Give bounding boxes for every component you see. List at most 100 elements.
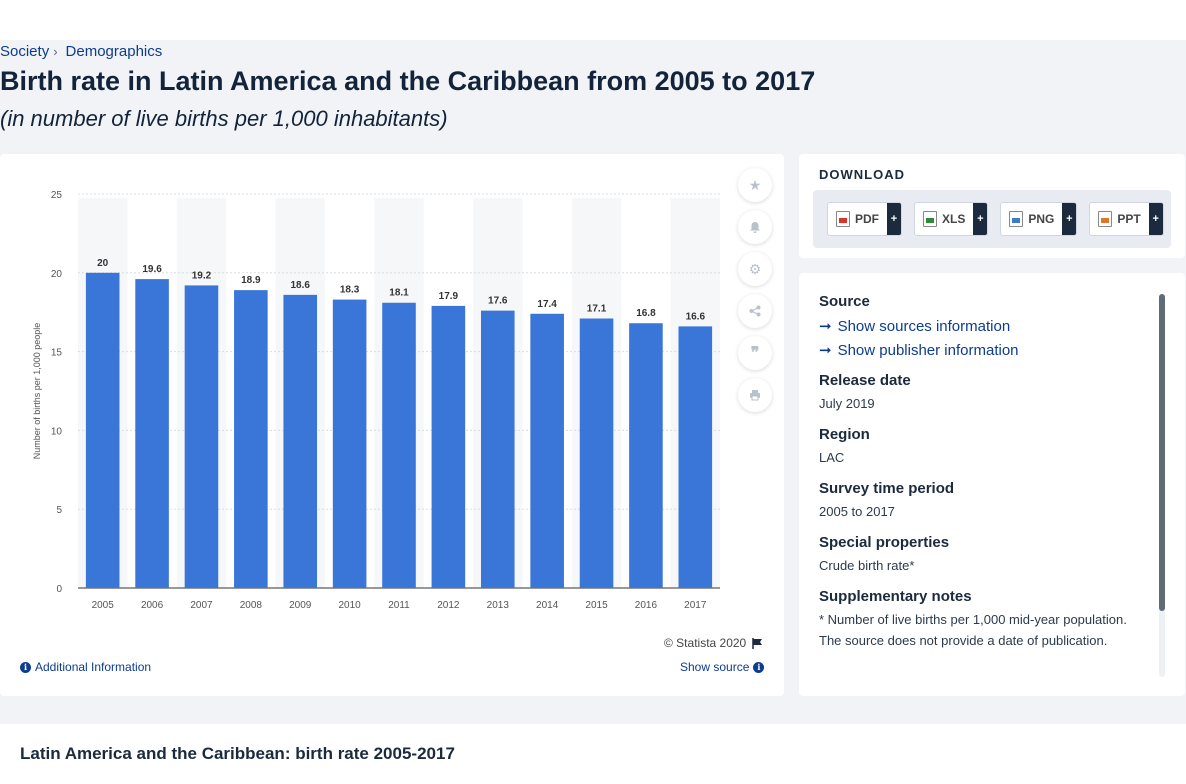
additional-info-link[interactable]: i Additional Information	[20, 660, 151, 674]
source-label: Source	[819, 293, 870, 310]
pdf-file-icon	[836, 211, 850, 227]
x-tick-label: 2011	[388, 600, 410, 611]
breadcrumb-demographics[interactable]: Demographics	[65, 43, 163, 60]
survey-period-label: Survey time period	[819, 480, 955, 497]
release-date-value: July 2019	[819, 396, 875, 411]
x-tick-label: 2010	[338, 600, 361, 611]
breadcrumb-society[interactable]: Society	[0, 43, 50, 60]
y-tick-label: 10	[51, 426, 63, 437]
share-icon[interactable]	[738, 294, 772, 328]
bar	[332, 299, 367, 588]
show-source-link[interactable]: Show source i	[680, 660, 765, 674]
supplementary-notes-value-1: * Number of live births per 1,000 mid-ye…	[819, 612, 1127, 627]
bar	[530, 313, 564, 588]
download-tray: PDF + XLS + PNG + PPT +	[813, 190, 1171, 248]
show-sources-link[interactable]: ➞ Show sources information	[819, 314, 1149, 338]
ppt-file-icon	[1098, 211, 1113, 227]
supplementary-notes-label: Supplementary notes	[819, 588, 972, 605]
bar	[431, 305, 466, 588]
plus-icon: +	[973, 203, 988, 235]
png-label: PNG	[1028, 212, 1055, 226]
x-tick-label: 2015	[585, 600, 608, 611]
show-publisher-label: Show publisher information	[837, 341, 1019, 359]
additional-info-label: Additional Information	[35, 660, 152, 674]
survey-period-value: 2005 to 2017	[819, 504, 895, 519]
show-sources-label: Show sources information	[837, 317, 1011, 335]
x-tick-label: 2012	[437, 600, 460, 611]
scrollbar[interactable]	[1159, 294, 1165, 611]
data-label: 18.1	[389, 288, 409, 299]
supplementary-notes-value-2: The source does not provide a date of pu…	[819, 633, 1108, 648]
data-label: 18.3	[340, 285, 360, 296]
arrow-right-icon: ➞	[819, 318, 832, 335]
breadcrumb: Society › Demographics	[0, 43, 162, 60]
print-icon[interactable]	[738, 378, 772, 412]
y-tick-label: 25	[51, 190, 63, 201]
copyright: © Statista 2020	[664, 636, 763, 650]
plus-icon: +	[1148, 203, 1163, 235]
copyright-text: © Statista 2020	[664, 636, 747, 650]
bar	[184, 285, 219, 588]
y-axis-label: Number of births per 1,000 people	[32, 323, 42, 460]
star-icon[interactable]: ★	[738, 168, 772, 202]
ppt-label: PPT	[1117, 212, 1141, 226]
info-content: Source ➞ Show sources information ➞ Show…	[819, 293, 1149, 663]
bar	[579, 318, 614, 588]
data-label: 16.6	[686, 311, 706, 322]
chevron-right-icon: ›	[53, 44, 58, 59]
download-ppt-button[interactable]: PPT +	[1089, 202, 1164, 236]
top-bar	[0, 0, 1186, 40]
x-tick-label: 2007	[190, 600, 213, 611]
download-xls-button[interactable]: XLS +	[914, 202, 989, 236]
arrow-right-icon: ➞	[819, 342, 832, 359]
bar	[85, 272, 120, 588]
bell-icon[interactable]	[738, 210, 772, 244]
plus-icon: +	[1062, 203, 1077, 235]
x-tick-label: 2008	[240, 600, 263, 611]
bar	[135, 279, 169, 588]
x-tick-label: 2013	[487, 600, 510, 611]
download-png-button[interactable]: PNG +	[1000, 202, 1078, 236]
bar	[629, 323, 663, 588]
bar	[283, 294, 318, 588]
gear-icon[interactable]: ⚙	[738, 252, 772, 286]
data-label: 17.4	[537, 299, 557, 310]
info-card: Source ➞ Show sources information ➞ Show…	[799, 273, 1185, 696]
y-tick-label: 0	[56, 584, 62, 595]
y-tick-label: 15	[51, 348, 63, 359]
download-card: DOWNLOAD PDF + XLS + PNG + PPT +	[799, 154, 1185, 258]
chart-tools: ★ ⚙ ❞	[738, 168, 772, 420]
x-tick-label: 2016	[635, 600, 658, 611]
bar	[234, 290, 268, 588]
show-publisher-link[interactable]: ➞ Show publisher information	[819, 338, 1149, 362]
plus-icon: +	[887, 203, 901, 235]
xls-file-icon	[923, 211, 937, 227]
xls-label: XLS	[942, 212, 966, 226]
data-label: 19.2	[192, 270, 212, 281]
special-properties-value: Crude birth rate*	[819, 558, 915, 573]
x-tick-label: 2006	[141, 600, 164, 611]
data-label: 16.8	[636, 308, 656, 319]
quote-icon[interactable]: ❞	[738, 336, 772, 370]
region-value: LAC	[819, 450, 845, 465]
show-source-label: Show source	[680, 660, 750, 674]
y-tick-label: 20	[51, 269, 63, 280]
download-title: DOWNLOAD	[819, 167, 905, 182]
flag-icon[interactable]	[752, 637, 763, 649]
info-icon: i	[20, 661, 31, 673]
data-label: 19.6	[142, 264, 162, 275]
data-label: 18.6	[290, 280, 310, 291]
data-label: 20	[97, 258, 109, 269]
pdf-label: PDF	[855, 212, 879, 226]
page-title: Birth rate in Latin America and the Cari…	[0, 66, 816, 96]
bar	[678, 326, 713, 588]
region-label: Region	[819, 426, 870, 443]
x-tick-label: 2017	[684, 600, 707, 611]
related-card: Latin America and the Caribbean: birth r…	[0, 724, 1186, 784]
bar	[480, 310, 515, 588]
download-pdf-button[interactable]: PDF +	[827, 202, 902, 236]
bar	[382, 302, 416, 588]
bar-chart: 0 5 10 15 20 25 Number of births per 1,000 peo…	[32, 190, 720, 611]
x-tick-label: 2014	[536, 600, 559, 611]
release-date-label: Release date	[819, 372, 911, 389]
